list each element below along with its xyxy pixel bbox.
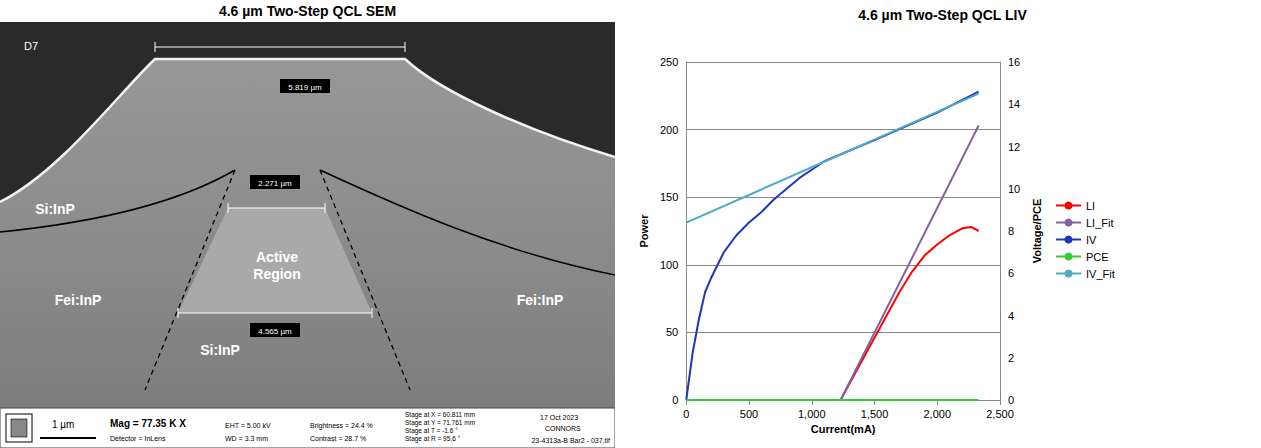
svg-text:200: 200 xyxy=(660,124,678,136)
svg-text:4: 4 xyxy=(1008,310,1014,322)
svg-text:100: 100 xyxy=(660,259,678,271)
svg-text:Power: Power xyxy=(638,214,650,248)
svg-text:1,000: 1,000 xyxy=(798,408,826,420)
svg-text:LI: LI xyxy=(1086,200,1095,212)
svg-text:2,000: 2,000 xyxy=(923,408,951,420)
svg-text:CONNORS: CONNORS xyxy=(545,425,581,432)
svg-text:Stage at X = 60.811 mm: Stage at X = 60.811 mm xyxy=(405,411,475,419)
svg-text:50: 50 xyxy=(666,326,678,338)
svg-text:5.819 µm: 5.819 µm xyxy=(288,83,322,92)
svg-text:2.271 µm: 2.271 µm xyxy=(258,179,292,188)
svg-text:500: 500 xyxy=(740,408,758,420)
svg-text:2: 2 xyxy=(1008,352,1014,364)
svg-text:12: 12 xyxy=(1008,141,1020,153)
svg-text:Si:InP: Si:InP xyxy=(35,201,75,217)
svg-text:17 Oct 2023: 17 Oct 2023 xyxy=(540,414,578,421)
svg-text:Contrast = 28.7 %: Contrast = 28.7 % xyxy=(310,435,366,442)
svg-text:EHT = 5.00 kV: EHT = 5.00 kV xyxy=(225,422,271,429)
svg-text:1,500: 1,500 xyxy=(861,408,889,420)
svg-text:Voltage/PCE: Voltage/PCE xyxy=(1031,199,1043,264)
svg-text:Brightness = 24.4 %: Brightness = 24.4 % xyxy=(310,422,373,430)
html-text:4.6 µm Two-Step QCL SEM: 4.6 µm Two-Step QCL SEM xyxy=(218,3,397,19)
svg-text:Current(mA): Current(mA) xyxy=(811,423,876,435)
svg-text:Detector = InLens: Detector = InLens xyxy=(110,435,166,442)
svg-text:0: 0 xyxy=(1008,394,1014,406)
svg-text:D7: D7 xyxy=(24,40,38,52)
svg-text:PCE: PCE xyxy=(1086,251,1109,263)
svg-text:1 µm: 1 µm xyxy=(52,419,74,430)
svg-text:Mag = 77.35 K X: Mag = 77.35 K X xyxy=(110,418,186,429)
svg-text:23-4313a-B Bar2 - 037.tif: 23-4313a-B Bar2 - 037.tif xyxy=(531,437,610,444)
svg-text:Active: Active xyxy=(256,249,298,265)
svg-text:LI_Fit: LI_Fit xyxy=(1086,217,1114,229)
svg-text:2,500: 2,500 xyxy=(986,408,1014,420)
svg-text:0: 0 xyxy=(672,394,678,406)
svg-text:8: 8 xyxy=(1008,225,1014,237)
svg-text:Fei:InP: Fei:InP xyxy=(55,292,102,308)
svg-text:IV_Fit: IV_Fit xyxy=(1086,268,1115,280)
svg-text:250: 250 xyxy=(660,56,678,68)
svg-text:Fei:InP: Fei:InP xyxy=(517,292,564,308)
svg-text:0: 0 xyxy=(683,408,689,420)
svg-text:Stage at R = 95.6 °: Stage at R = 95.6 ° xyxy=(405,435,461,443)
svg-text:16: 16 xyxy=(1008,56,1020,68)
svg-text:4.6 µm Two-Step QCL LIV: 4.6 µm Two-Step QCL LIV xyxy=(858,7,1027,23)
svg-text:WD = 3.3 mm: WD = 3.3 mm xyxy=(225,435,268,442)
svg-text:Stage at Y = 71.761 mm: Stage at Y = 71.761 mm xyxy=(405,419,475,427)
svg-text:10: 10 xyxy=(1008,183,1020,195)
svg-text:4.565 µm: 4.565 µm xyxy=(258,327,292,336)
svg-text:IV: IV xyxy=(1086,234,1097,246)
svg-text:Si:InP: Si:InP xyxy=(200,342,240,358)
svg-text:Stage at T = -1.6 °: Stage at T = -1.6 ° xyxy=(405,427,458,435)
svg-text:6: 6 xyxy=(1008,267,1014,279)
svg-text:150: 150 xyxy=(660,191,678,203)
svg-text:Region: Region xyxy=(253,266,300,282)
svg-text:14: 14 xyxy=(1008,98,1020,110)
